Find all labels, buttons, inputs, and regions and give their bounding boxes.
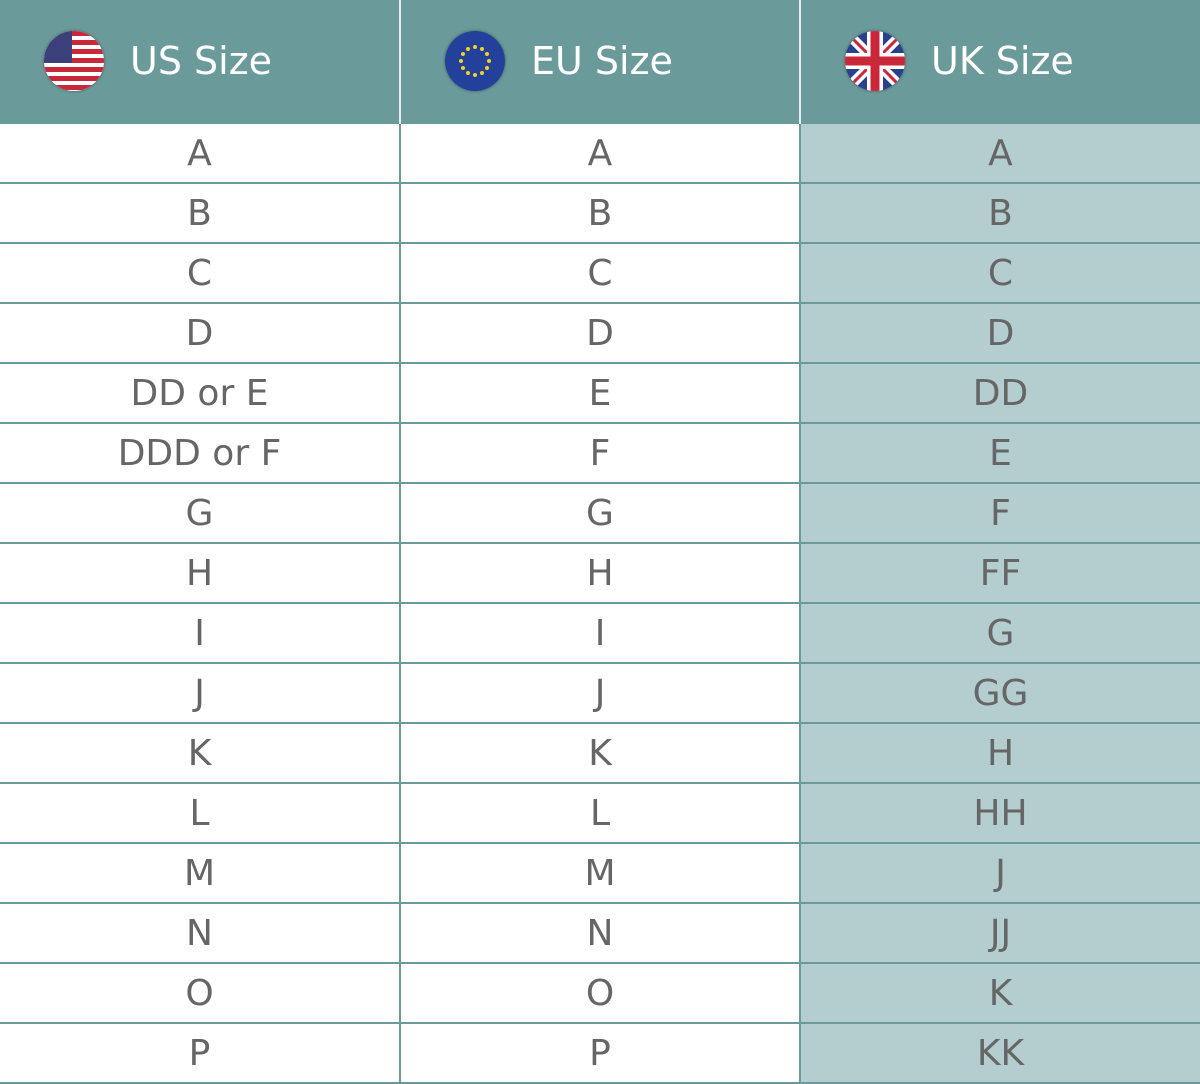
- cell-us-size: I: [0, 602, 401, 664]
- cell-uk-size: GG: [799, 662, 1200, 724]
- cell-uk-size: J: [799, 842, 1200, 904]
- cell-eu-size: M: [399, 842, 801, 904]
- us-flag-icon: [44, 31, 104, 91]
- table-row: L L HH: [0, 782, 1200, 844]
- cell-uk-size: H: [799, 722, 1200, 784]
- cell-us-size: L: [0, 782, 401, 844]
- cell-eu-size: H: [399, 542, 801, 604]
- cell-eu-size: F: [399, 422, 801, 484]
- cell-us-size: J: [0, 662, 401, 724]
- table-row: P P KK: [0, 1022, 1200, 1084]
- cell-us-size: H: [0, 542, 401, 604]
- header-uk: UK Size: [800, 0, 1200, 123]
- cell-eu-size: B: [399, 182, 801, 244]
- cell-uk-size: FF: [799, 542, 1200, 604]
- cell-eu-size: L: [399, 782, 801, 844]
- cell-us-size: M: [0, 842, 401, 904]
- cell-eu-size: O: [399, 962, 801, 1024]
- header-us: US Size: [0, 0, 401, 123]
- eu-flag-icon: [445, 31, 505, 91]
- header-label: EU Size: [531, 39, 673, 83]
- cell-uk-size: E: [799, 422, 1200, 484]
- cell-eu-size: C: [399, 242, 801, 304]
- cell-uk-size: G: [799, 602, 1200, 664]
- cell-uk-size: A: [799, 122, 1200, 184]
- header-label: US Size: [130, 39, 273, 83]
- cell-us-size: N: [0, 902, 401, 964]
- cell-us-size: G: [0, 482, 401, 544]
- cell-us-size: DD or E: [0, 362, 401, 424]
- cell-eu-size: D: [399, 302, 801, 364]
- table-row: J J GG: [0, 662, 1200, 724]
- cell-eu-size: E: [399, 362, 801, 424]
- header-row: US Size EU Size UK Size: [0, 0, 1200, 123]
- header-eu: EU Size: [400, 0, 801, 123]
- cell-eu-size: A: [399, 122, 801, 184]
- cell-uk-size: JJ: [799, 902, 1200, 964]
- cell-us-size: P: [0, 1022, 401, 1084]
- uk-flag-icon: [845, 31, 905, 91]
- cell-uk-size: K: [799, 962, 1200, 1024]
- cell-us-size: O: [0, 962, 401, 1024]
- cell-eu-size: N: [399, 902, 801, 964]
- cell-us-size: D: [0, 302, 401, 364]
- cell-uk-size: HH: [799, 782, 1200, 844]
- cell-eu-size: G: [399, 482, 801, 544]
- cell-eu-size: P: [399, 1022, 801, 1084]
- cell-eu-size: I: [399, 602, 801, 664]
- table-row: N N JJ: [0, 902, 1200, 964]
- header-label: UK Size: [931, 39, 1074, 83]
- cell-us-size: C: [0, 242, 401, 304]
- table-row: H H FF: [0, 542, 1200, 604]
- cell-eu-size: K: [399, 722, 801, 784]
- cell-us-size: A: [0, 122, 401, 184]
- cell-uk-size: D: [799, 302, 1200, 364]
- cell-uk-size: F: [799, 482, 1200, 544]
- cell-uk-size: C: [799, 242, 1200, 304]
- cell-eu-size: J: [399, 662, 801, 724]
- cell-us-size: B: [0, 182, 401, 244]
- cell-us-size: DDD or F: [0, 422, 401, 484]
- cell-us-size: K: [0, 722, 401, 784]
- cell-uk-size: KK: [799, 1022, 1200, 1084]
- table-row: DD or E E DD: [0, 362, 1200, 424]
- cell-uk-size: B: [799, 182, 1200, 244]
- cell-uk-size: DD: [799, 362, 1200, 424]
